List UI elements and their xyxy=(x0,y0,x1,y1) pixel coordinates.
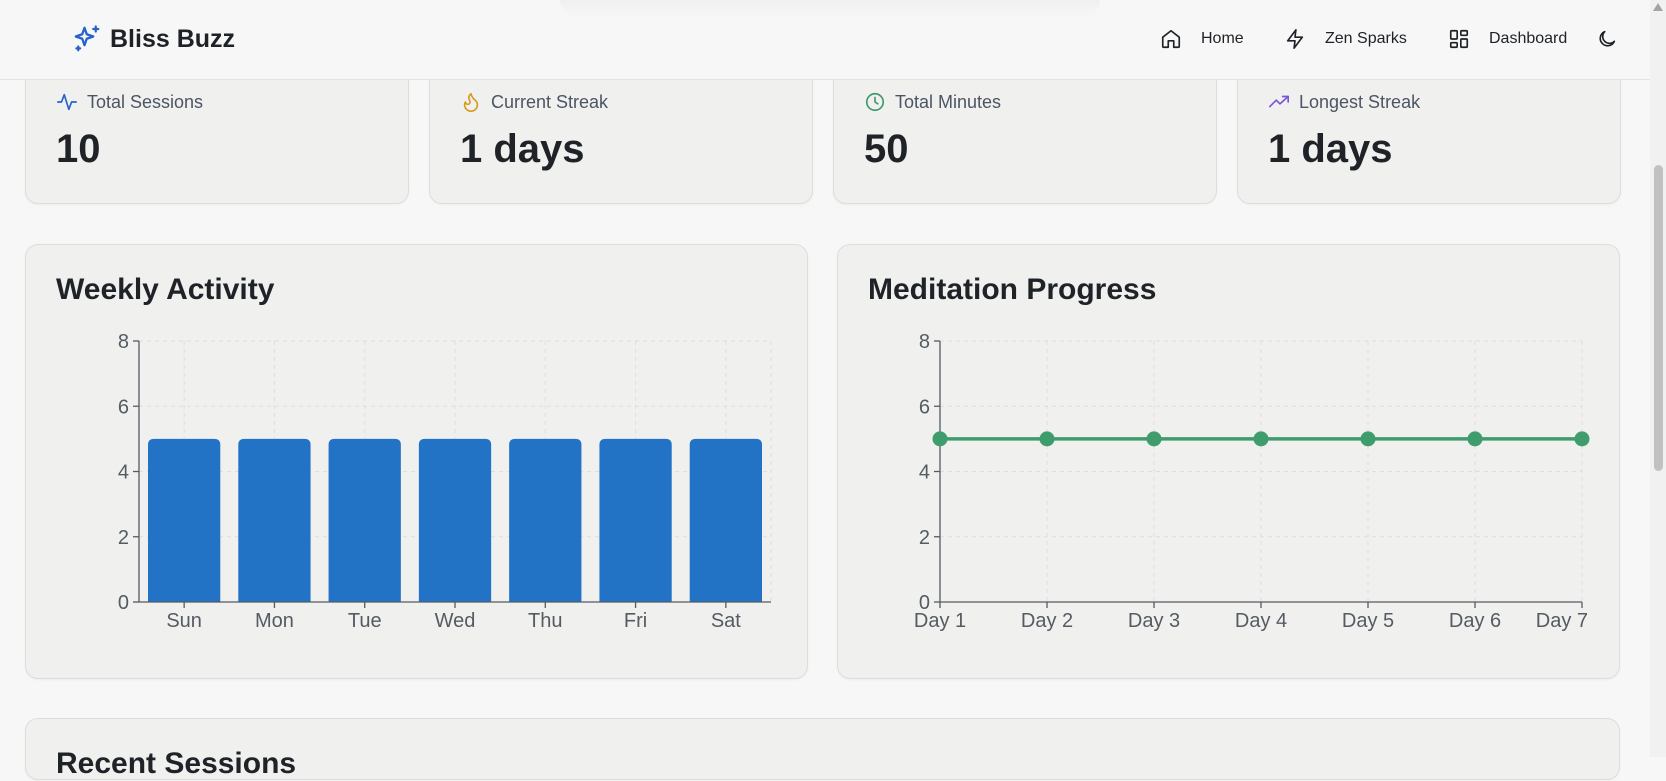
y-tick-label: 6 xyxy=(118,396,129,418)
data-point xyxy=(1574,431,1590,447)
bar xyxy=(328,438,401,602)
nav-zen-sparks-label: Zen Sparks xyxy=(1325,30,1407,47)
brand-name: Bliss Buzz xyxy=(110,24,236,53)
stat-label: Longest Streak xyxy=(1299,91,1421,112)
weekly-activity-title: Weekly Activity xyxy=(56,273,275,306)
brand-logo[interactable]: Bliss Buzz xyxy=(72,22,235,56)
stat-label: Current Streak xyxy=(491,91,609,112)
stat-card-total-sessions: Total Sessions 10 xyxy=(25,60,409,204)
y-tick-label: 0 xyxy=(118,592,129,614)
data-point xyxy=(1253,431,1269,447)
bar xyxy=(418,438,492,602)
y-tick-label: 6 xyxy=(919,396,930,418)
nav-home-label: Home xyxy=(1201,30,1244,47)
bar xyxy=(509,438,582,602)
x-tick-label: Wed xyxy=(435,610,476,632)
nav-zen-sparks[interactable]: Zen Sparks xyxy=(1284,24,1407,54)
y-tick-label: 2 xyxy=(919,527,930,549)
y-tick-label: 4 xyxy=(919,462,930,484)
top-navbar: Bliss Buzz Home Zen Sparks Dashboard xyxy=(0,0,1650,80)
header-glow xyxy=(560,0,1100,18)
x-tick-label: Day 2 xyxy=(1021,610,1073,632)
clock-icon xyxy=(865,92,885,112)
x-tick-label: Tue xyxy=(348,610,382,632)
stat-card-current-streak: Current Streak 1 days xyxy=(429,60,813,204)
stat-value: 10 xyxy=(56,127,101,171)
x-tick-label: Day 7 xyxy=(1536,610,1588,632)
y-tick-label: 8 xyxy=(118,331,129,353)
meditation-progress-title: Meditation Progress xyxy=(868,273,1157,306)
recent-sessions-card: Recent Sessions xyxy=(25,718,1620,780)
data-point xyxy=(1360,431,1376,447)
bar xyxy=(689,438,762,602)
meditation-progress-card: Meditation Progress 0 2 4 6 8 Day 1 Day 2 Day 3… xyxy=(837,244,1620,679)
zap-icon xyxy=(1286,29,1304,49)
x-tick-label: Mon xyxy=(255,610,294,632)
data-point xyxy=(1146,431,1162,447)
data-point xyxy=(932,431,948,447)
nav-home[interactable]: Home xyxy=(1160,24,1244,54)
meditation-progress-chart: 0 2 4 6 8 Day 1 Day 2 Day 3 Day 4 Day 5 Day 6 Day 7 xyxy=(914,331,1590,632)
stat-value: 1 days xyxy=(1268,127,1393,171)
scroll-up-arrow[interactable] xyxy=(1653,3,1663,11)
stat-card-longest-streak: Longest Streak 1 days xyxy=(1237,60,1621,204)
stat-label-row: Total Sessions xyxy=(56,91,203,113)
stat-value: 50 xyxy=(864,127,909,171)
nav-dashboard-label: Dashboard xyxy=(1489,30,1568,47)
stat-label-row: Current Streak xyxy=(460,91,608,113)
theme-toggle-button[interactable] xyxy=(1596,28,1620,52)
bar xyxy=(148,438,221,602)
y-tick-label: 2 xyxy=(118,527,129,549)
bar xyxy=(238,438,311,602)
x-tick-label: Sun xyxy=(166,610,202,632)
moon-icon xyxy=(1599,30,1616,47)
x-tick-label: Thu xyxy=(528,610,562,632)
bar xyxy=(599,438,672,602)
stat-label: Total Minutes xyxy=(895,91,1002,112)
recent-sessions-title: Recent Sessions xyxy=(56,747,297,780)
x-tick-label: Day 3 xyxy=(1128,610,1180,632)
weekly-activity-card: Weekly Activity 0 2 4 6 8 Sun Mon Tue Wed Thu Fri S… xyxy=(25,244,808,679)
y-tick-label: 4 xyxy=(118,462,129,484)
stat-card-total-minutes: Total Minutes 50 xyxy=(833,60,1217,204)
stat-label-row: Total Minutes xyxy=(864,91,1001,113)
trending-up-icon xyxy=(1269,95,1289,108)
x-tick-label: Fri xyxy=(624,610,647,632)
home-icon xyxy=(1161,29,1181,49)
weekly-activity-chart: 0 2 4 6 8 Sun Mon Tue Wed Thu Fri Sat xyxy=(118,331,772,632)
stat-value: 1 days xyxy=(460,127,585,171)
y-tick-label: 0 xyxy=(919,592,930,614)
x-tick-label: Day 4 xyxy=(1235,610,1287,632)
dashboard-icon xyxy=(1449,29,1469,49)
x-tick-label: Day 1 xyxy=(914,610,966,632)
data-point xyxy=(1039,431,1055,447)
scrollbar-thumb[interactable] xyxy=(1654,165,1663,471)
stat-label-row: Longest Streak xyxy=(1268,91,1420,113)
x-tick-label: Sat xyxy=(711,610,741,632)
data-point xyxy=(1467,431,1483,447)
x-tick-label: Day 6 xyxy=(1449,610,1501,632)
stat-label: Total Sessions xyxy=(87,91,204,112)
sparkles-icon xyxy=(74,25,100,52)
nav-dashboard[interactable]: Dashboard xyxy=(1448,24,1567,54)
activity-icon xyxy=(57,93,77,111)
x-tick-label: Day 5 xyxy=(1342,610,1394,632)
y-tick-label: 8 xyxy=(919,331,930,353)
flame-icon xyxy=(463,92,479,112)
